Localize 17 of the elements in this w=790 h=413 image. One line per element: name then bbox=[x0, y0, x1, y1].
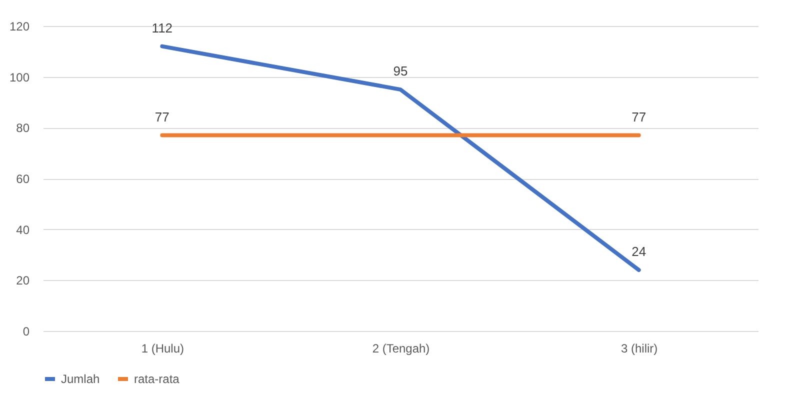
legend-label: rata-rata bbox=[134, 372, 180, 386]
y-tick-label: 60 bbox=[16, 172, 30, 186]
data-label: 24 bbox=[632, 244, 646, 259]
y-tick-label: 120 bbox=[9, 20, 30, 34]
x-tick-label: 3 (hilir) bbox=[620, 342, 658, 356]
legend-label: Jumlah bbox=[61, 372, 100, 386]
y-tick-label: 80 bbox=[16, 121, 30, 136]
y-tick-label: 0 bbox=[22, 324, 30, 338]
y-tick-label: 40 bbox=[16, 222, 30, 237]
data-label: 77 bbox=[154, 109, 170, 124]
data-label: 95 bbox=[393, 64, 408, 79]
x-tick-label: 2 (Tengah) bbox=[372, 342, 430, 356]
y-tick-label: 100 bbox=[9, 70, 30, 84]
x-tick-label: 1 (Hulu) bbox=[141, 342, 184, 356]
y-tick-label: 20 bbox=[16, 274, 30, 288]
data-label: 112 bbox=[152, 20, 173, 36]
data-label: 77 bbox=[632, 109, 646, 124]
